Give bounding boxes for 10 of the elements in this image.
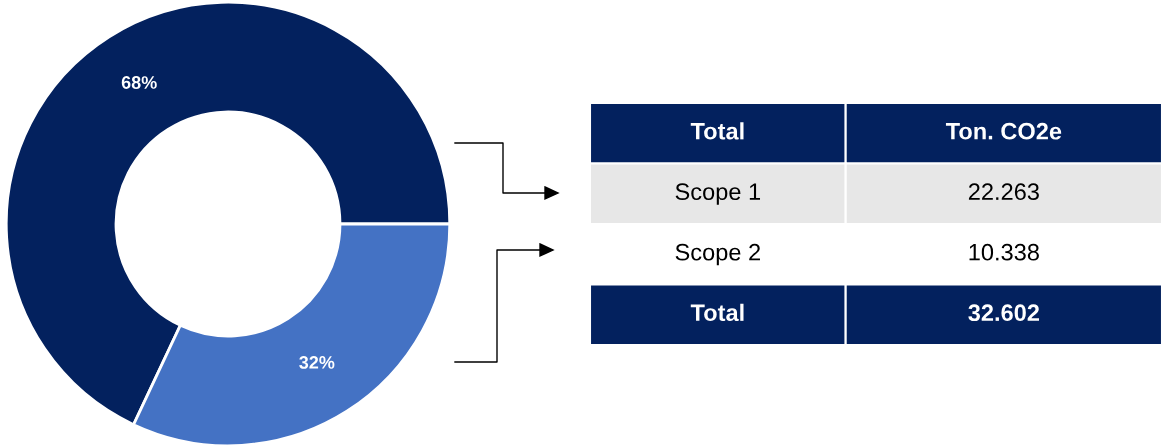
text: 22.263 (968, 183, 1039, 201)
text: 32.602 (968, 304, 1040, 322)
text: Scope 2 (675, 243, 760, 266)
data-label: 68% (121, 76, 157, 89)
text: Total (690, 122, 744, 140)
data-label: 32% (299, 356, 335, 369)
text: 10.338 (969, 243, 1039, 261)
text: Ton. CO2e (945, 122, 1062, 140)
text: Scope 1 (675, 183, 761, 205)
text: Total (690, 303, 744, 322)
